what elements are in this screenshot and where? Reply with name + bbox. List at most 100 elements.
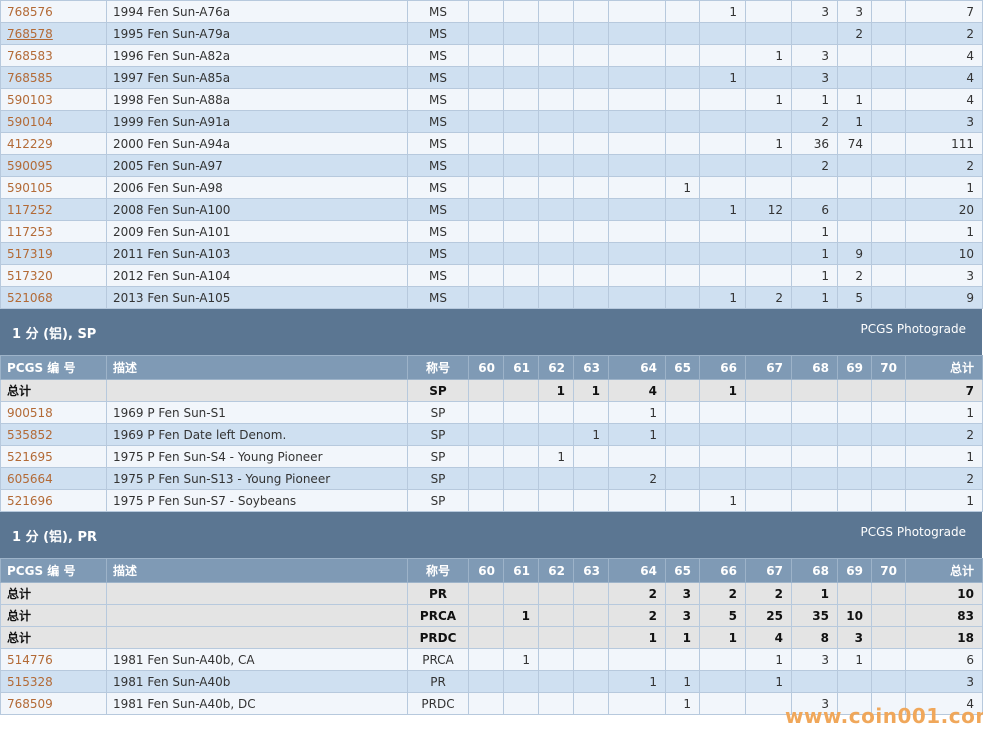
pcgs-number-link[interactable]: 412229 [7,136,53,151]
pcgs-number-link[interactable]: 590095 [7,158,53,173]
description-cell: 1981 Fen Sun-A40b, DC [106,692,408,715]
grade-count-cell [665,423,700,446]
grade-count-cell [871,401,906,424]
table-row: 117252 2008 Fen Sun-A100 MS 1 12 6 20 [0,198,983,221]
grade-count-cell [573,132,609,155]
pcgs-number-link[interactable]: 514776 [7,652,53,667]
grade-count-cell: 1 [608,670,666,693]
pcgs-number-link[interactable]: 590103 [7,92,53,107]
grade-count-cell [573,66,609,89]
grade-count-cell [468,176,504,199]
column-header-row: PCGS 编 号描述 称号 60 61 62 63 64 65 66 67 68 69 70 总计 [0,558,983,583]
pcgs-number-link[interactable]: 768509 [7,696,53,711]
grade-count-cell [837,467,872,490]
table-row: 521696 1975 P Fen Sun-S7 - Soybeans SP 1 1 [0,489,983,512]
grade-count-cell [837,176,872,199]
table-row: 590104 1999 Fen Sun-A91a MS 2 1 3 [0,110,983,133]
pcgs-number-link[interactable]: 517320 [7,268,53,283]
column-header-grade: 61 [503,355,539,380]
total-designation-cell: PRDC [407,626,469,649]
grade-count-cell [665,132,700,155]
grade-count-cell: 1 [573,423,609,446]
grade-count-cell [608,648,666,671]
grade-count-cell [871,286,906,309]
row-total-cell: 7 [905,0,983,23]
description-cell: 1999 Fen Sun-A91a [106,110,408,133]
description-cell: 1975 P Fen Sun-S13 - Young Pioneer [106,467,408,490]
designation-cell: SP [407,467,469,490]
grade-count-cell [837,154,872,177]
designation-cell: MS [407,44,469,67]
pcgs-number-link[interactable]: 535852 [7,427,53,442]
total-designation-cell: SP [407,379,469,402]
pcgs-number-link[interactable]: 768585 [7,70,53,85]
row-total-cell: 6 [905,648,983,671]
pcgs-number-link[interactable]: 117253 [7,224,53,239]
grade-count-cell [665,198,700,221]
pcgs-number-link[interactable]: 768583 [7,48,53,63]
pcgs-number-link[interactable]: 768578 [7,26,53,41]
row-total-cell: 1 [905,489,983,512]
pcgs-number-cell: 605664 [0,467,107,490]
pcgs-number-link[interactable]: 515328 [7,674,53,689]
designation-cell: MS [407,264,469,287]
pcgs-number-link[interactable]: 521696 [7,493,53,508]
column-header-grade: 66 [699,355,746,380]
table-row: 521068 2013 Fen Sun-A105 MS 1 2 1 5 9 [0,286,983,309]
column-header-grade: 68 [791,355,838,380]
designation-cell: MS [407,0,469,23]
grade-count-cell [699,423,746,446]
grade-count-cell [745,66,792,89]
pcgs-number-link[interactable]: 517319 [7,246,53,261]
pcgs-number-link[interactable]: 521068 [7,290,53,305]
pcgs-number-link[interactable]: 605664 [7,471,53,486]
pcgs-number-link[interactable]: 900518 [7,405,53,420]
pcgs-number-cell: 768509 [0,692,107,715]
grade-count-cell [837,66,872,89]
column-header-grade: 70 [871,558,906,583]
designation-cell: MS [407,66,469,89]
table-row: 605664 1975 P Fen Sun-S13 - Young Pioneer… [0,467,983,490]
grade-count-cell [608,489,666,512]
column-header-grade: 69 [837,558,872,583]
grade-count-cell [871,154,906,177]
pcgs-number-cell: 590103 [0,88,107,111]
total-grade-count-cell: 2 [745,582,792,605]
grade-count-cell [699,176,746,199]
grade-count-cell: 1 [791,242,838,265]
pcgs-number-link[interactable]: 590105 [7,180,53,195]
table-row: 768509 1981 Fen Sun-A40b, DC PRDC 1 3 4 [0,692,983,715]
table-row: 517320 2012 Fen Sun-A104 MS 1 2 3 [0,264,983,287]
photograde-link[interactable]: PCGS Photograde [860,525,966,539]
grade-count-cell [608,0,666,23]
photograde-link[interactable]: PCGS Photograde [860,322,966,336]
grade-count-cell [573,692,609,715]
designation-cell: SP [407,423,469,446]
total-grade-count-cell [468,379,504,402]
grade-count-cell [745,467,792,490]
pcgs-number-link[interactable]: 117252 [7,202,53,217]
grade-count-cell [699,670,746,693]
total-row: 总计 PRCA 1 2 3 5 25 35 10 83 [0,604,983,627]
pcgs-number-link[interactable]: 521695 [7,449,53,464]
grade-count-cell: 3 [791,648,838,671]
row-total-cell: 10 [905,242,983,265]
grade-count-cell [871,66,906,89]
designation-cell: MS [407,242,469,265]
total-grade-count-cell [871,604,906,627]
grade-count-cell [608,22,666,45]
grade-count-cell [699,401,746,424]
description-cell: 1969 P Fen Sun-S1 [106,401,408,424]
pcgs-number-cell: 900518 [0,401,107,424]
total-description-cell [106,626,408,649]
grade-count-cell [538,220,574,243]
row-total-cell: 9 [905,286,983,309]
grade-count-cell [468,670,504,693]
grade-count-cell: 1 [837,88,872,111]
grade-count-cell [538,0,574,23]
table-row: 412229 2000 Fen Sun-A94a MS 1 36 74 111 [0,132,983,155]
pcgs-number-link[interactable]: 768576 [7,4,53,19]
pcgs-number-link[interactable]: 590104 [7,114,53,129]
grade-count-cell [791,670,838,693]
column-header-grade: 70 [871,355,906,380]
